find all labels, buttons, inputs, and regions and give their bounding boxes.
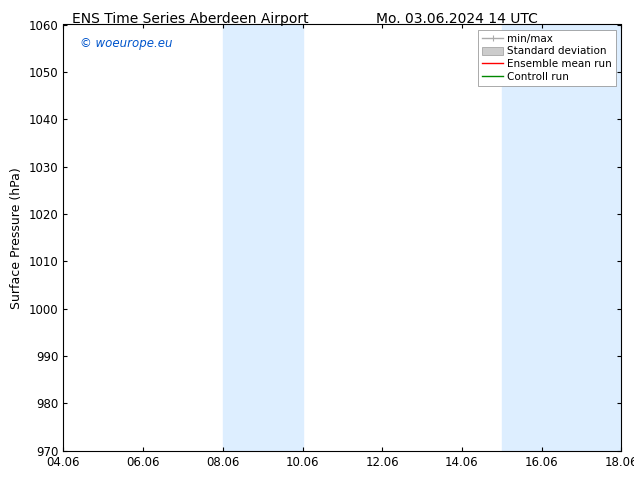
Text: ENS Time Series Aberdeen Airport: ENS Time Series Aberdeen Airport bbox=[72, 12, 309, 26]
Bar bbox=[223, 24, 302, 451]
Text: Mo. 03.06.2024 14 UTC: Mo. 03.06.2024 14 UTC bbox=[375, 12, 538, 26]
Text: © woeurope.eu: © woeurope.eu bbox=[80, 37, 172, 50]
Bar bbox=[501, 24, 621, 451]
Legend: min/max, Standard deviation, Ensemble mean run, Controll run: min/max, Standard deviation, Ensemble me… bbox=[478, 30, 616, 86]
Y-axis label: Surface Pressure (hPa): Surface Pressure (hPa) bbox=[10, 167, 23, 309]
